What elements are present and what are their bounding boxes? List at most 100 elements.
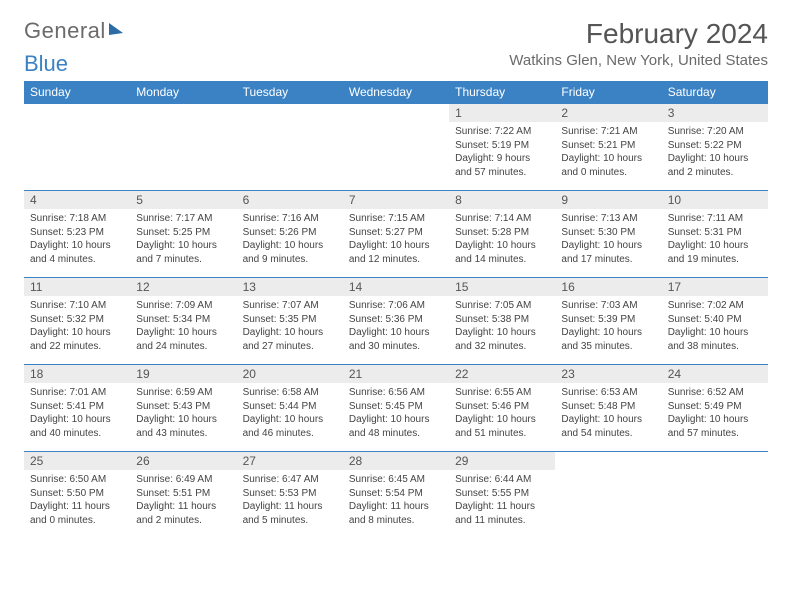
sunrise-text: Sunrise: 7:01 AM [30, 386, 124, 400]
day-number: 29 [449, 452, 555, 470]
sunset-text: Sunset: 5:31 PM [668, 226, 762, 240]
daylight-text: Daylight: 10 hours and 22 minutes. [30, 326, 124, 353]
day-details: Sunrise: 6:45 AMSunset: 5:54 PMDaylight:… [343, 470, 449, 531]
calendar-cell: 18Sunrise: 7:01 AMSunset: 5:41 PMDayligh… [24, 365, 130, 452]
calendar-cell [662, 452, 768, 539]
sunset-text: Sunset: 5:27 PM [349, 226, 443, 240]
sunrise-text: Sunrise: 7:13 AM [561, 212, 655, 226]
daylight-text: Daylight: 10 hours and 35 minutes. [561, 326, 655, 353]
day-details: Sunrise: 7:02 AMSunset: 5:40 PMDaylight:… [662, 296, 768, 357]
daylight-text: Daylight: 10 hours and 9 minutes. [243, 239, 337, 266]
daylight-text: Daylight: 10 hours and 14 minutes. [455, 239, 549, 266]
sunset-text: Sunset: 5:36 PM [349, 313, 443, 327]
calendar-cell: 10Sunrise: 7:11 AMSunset: 5:31 PMDayligh… [662, 191, 768, 278]
sunrise-text: Sunrise: 6:47 AM [243, 473, 337, 487]
day-details: Sunrise: 7:22 AMSunset: 5:19 PMDaylight:… [449, 122, 555, 183]
daylight-text: Daylight: 10 hours and 40 minutes. [30, 413, 124, 440]
sunrise-text: Sunrise: 7:21 AM [561, 125, 655, 139]
calendar-cell: 21Sunrise: 6:56 AMSunset: 5:45 PMDayligh… [343, 365, 449, 452]
calendar-cell: 3Sunrise: 7:20 AMSunset: 5:22 PMDaylight… [662, 104, 768, 191]
day-number: 13 [237, 278, 343, 296]
sunrise-text: Sunrise: 7:09 AM [136, 299, 230, 313]
sunset-text: Sunset: 5:32 PM [30, 313, 124, 327]
daylight-text: Daylight: 10 hours and 7 minutes. [136, 239, 230, 266]
sunrise-text: Sunrise: 6:55 AM [455, 386, 549, 400]
day-details: Sunrise: 7:01 AMSunset: 5:41 PMDaylight:… [24, 383, 130, 444]
sunset-text: Sunset: 5:51 PM [136, 487, 230, 501]
day-number: 9 [555, 191, 661, 209]
calendar-cell: 6Sunrise: 7:16 AMSunset: 5:26 PMDaylight… [237, 191, 343, 278]
calendar-cell: 11Sunrise: 7:10 AMSunset: 5:32 PMDayligh… [24, 278, 130, 365]
sunrise-text: Sunrise: 7:15 AM [349, 212, 443, 226]
sunset-text: Sunset: 5:49 PM [668, 400, 762, 414]
day-details: Sunrise: 6:55 AMSunset: 5:46 PMDaylight:… [449, 383, 555, 444]
day-details: Sunrise: 7:11 AMSunset: 5:31 PMDaylight:… [662, 209, 768, 270]
daylight-text: Daylight: 10 hours and 43 minutes. [136, 413, 230, 440]
sunset-text: Sunset: 5:22 PM [668, 139, 762, 153]
calendar-cell: 23Sunrise: 6:53 AMSunset: 5:48 PMDayligh… [555, 365, 661, 452]
day-details: Sunrise: 7:06 AMSunset: 5:36 PMDaylight:… [343, 296, 449, 357]
sunset-text: Sunset: 5:38 PM [455, 313, 549, 327]
day-number: 10 [662, 191, 768, 209]
day-details: Sunrise: 6:58 AMSunset: 5:44 PMDaylight:… [237, 383, 343, 444]
dayname-2: Tuesday [237, 81, 343, 104]
day-details: Sunrise: 6:56 AMSunset: 5:45 PMDaylight:… [343, 383, 449, 444]
calendar-cell: 22Sunrise: 6:55 AMSunset: 5:46 PMDayligh… [449, 365, 555, 452]
day-number: 16 [555, 278, 661, 296]
sunset-text: Sunset: 5:46 PM [455, 400, 549, 414]
daylight-text: Daylight: 10 hours and 48 minutes. [349, 413, 443, 440]
sunrise-text: Sunrise: 6:53 AM [561, 386, 655, 400]
calendar-cell: 15Sunrise: 7:05 AMSunset: 5:38 PMDayligh… [449, 278, 555, 365]
calendar-table: Sunday Monday Tuesday Wednesday Thursday… [24, 81, 768, 538]
calendar-cell: 19Sunrise: 6:59 AMSunset: 5:43 PMDayligh… [130, 365, 236, 452]
logo: General [24, 18, 123, 44]
dayname-3: Wednesday [343, 81, 449, 104]
sunset-text: Sunset: 5:54 PM [349, 487, 443, 501]
day-details: Sunrise: 6:52 AMSunset: 5:49 PMDaylight:… [662, 383, 768, 444]
sunset-text: Sunset: 5:45 PM [349, 400, 443, 414]
day-details: Sunrise: 7:14 AMSunset: 5:28 PMDaylight:… [449, 209, 555, 270]
day-number: 25 [24, 452, 130, 470]
day-details: Sunrise: 6:44 AMSunset: 5:55 PMDaylight:… [449, 470, 555, 531]
daylight-text: Daylight: 11 hours and 5 minutes. [243, 500, 337, 527]
daylight-text: Daylight: 11 hours and 2 minutes. [136, 500, 230, 527]
sunset-text: Sunset: 5:55 PM [455, 487, 549, 501]
dayname-4: Thursday [449, 81, 555, 104]
day-number: 19 [130, 365, 236, 383]
day-number: 24 [662, 365, 768, 383]
day-details: Sunrise: 6:53 AMSunset: 5:48 PMDaylight:… [555, 383, 661, 444]
calendar-cell: 2Sunrise: 7:21 AMSunset: 5:21 PMDaylight… [555, 104, 661, 191]
day-number: 12 [130, 278, 236, 296]
sunset-text: Sunset: 5:41 PM [30, 400, 124, 414]
sunset-text: Sunset: 5:43 PM [136, 400, 230, 414]
daylight-text: Daylight: 10 hours and 54 minutes. [561, 413, 655, 440]
daylight-text: Daylight: 10 hours and 24 minutes. [136, 326, 230, 353]
daylight-text: Daylight: 9 hours and 57 minutes. [455, 152, 549, 179]
daylight-text: Daylight: 10 hours and 38 minutes. [668, 326, 762, 353]
calendar-row: 18Sunrise: 7:01 AMSunset: 5:41 PMDayligh… [24, 365, 768, 452]
calendar-row: 1Sunrise: 7:22 AMSunset: 5:19 PMDaylight… [24, 104, 768, 191]
sunrise-text: Sunrise: 7:22 AM [455, 125, 549, 139]
sunset-text: Sunset: 5:19 PM [455, 139, 549, 153]
sunset-text: Sunset: 5:50 PM [30, 487, 124, 501]
calendar-cell: 5Sunrise: 7:17 AMSunset: 5:25 PMDaylight… [130, 191, 236, 278]
sunset-text: Sunset: 5:44 PM [243, 400, 337, 414]
calendar-cell: 12Sunrise: 7:09 AMSunset: 5:34 PMDayligh… [130, 278, 236, 365]
daylight-text: Daylight: 10 hours and 51 minutes. [455, 413, 549, 440]
day-details: Sunrise: 7:20 AMSunset: 5:22 PMDaylight:… [662, 122, 768, 183]
day-number: 20 [237, 365, 343, 383]
daylight-text: Daylight: 10 hours and 4 minutes. [30, 239, 124, 266]
logo-text-2: Blue [24, 51, 768, 77]
calendar-row: 25Sunrise: 6:50 AMSunset: 5:50 PMDayligh… [24, 452, 768, 539]
dayname-0: Sunday [24, 81, 130, 104]
calendar-cell: 26Sunrise: 6:49 AMSunset: 5:51 PMDayligh… [130, 452, 236, 539]
day-number: 3 [662, 104, 768, 122]
day-number: 21 [343, 365, 449, 383]
sunrise-text: Sunrise: 7:11 AM [668, 212, 762, 226]
sunrise-text: Sunrise: 7:03 AM [561, 299, 655, 313]
calendar-cell [237, 104, 343, 191]
sunrise-text: Sunrise: 7:16 AM [243, 212, 337, 226]
sunset-text: Sunset: 5:35 PM [243, 313, 337, 327]
calendar-cell: 17Sunrise: 7:02 AMSunset: 5:40 PMDayligh… [662, 278, 768, 365]
day-details: Sunrise: 7:15 AMSunset: 5:27 PMDaylight:… [343, 209, 449, 270]
